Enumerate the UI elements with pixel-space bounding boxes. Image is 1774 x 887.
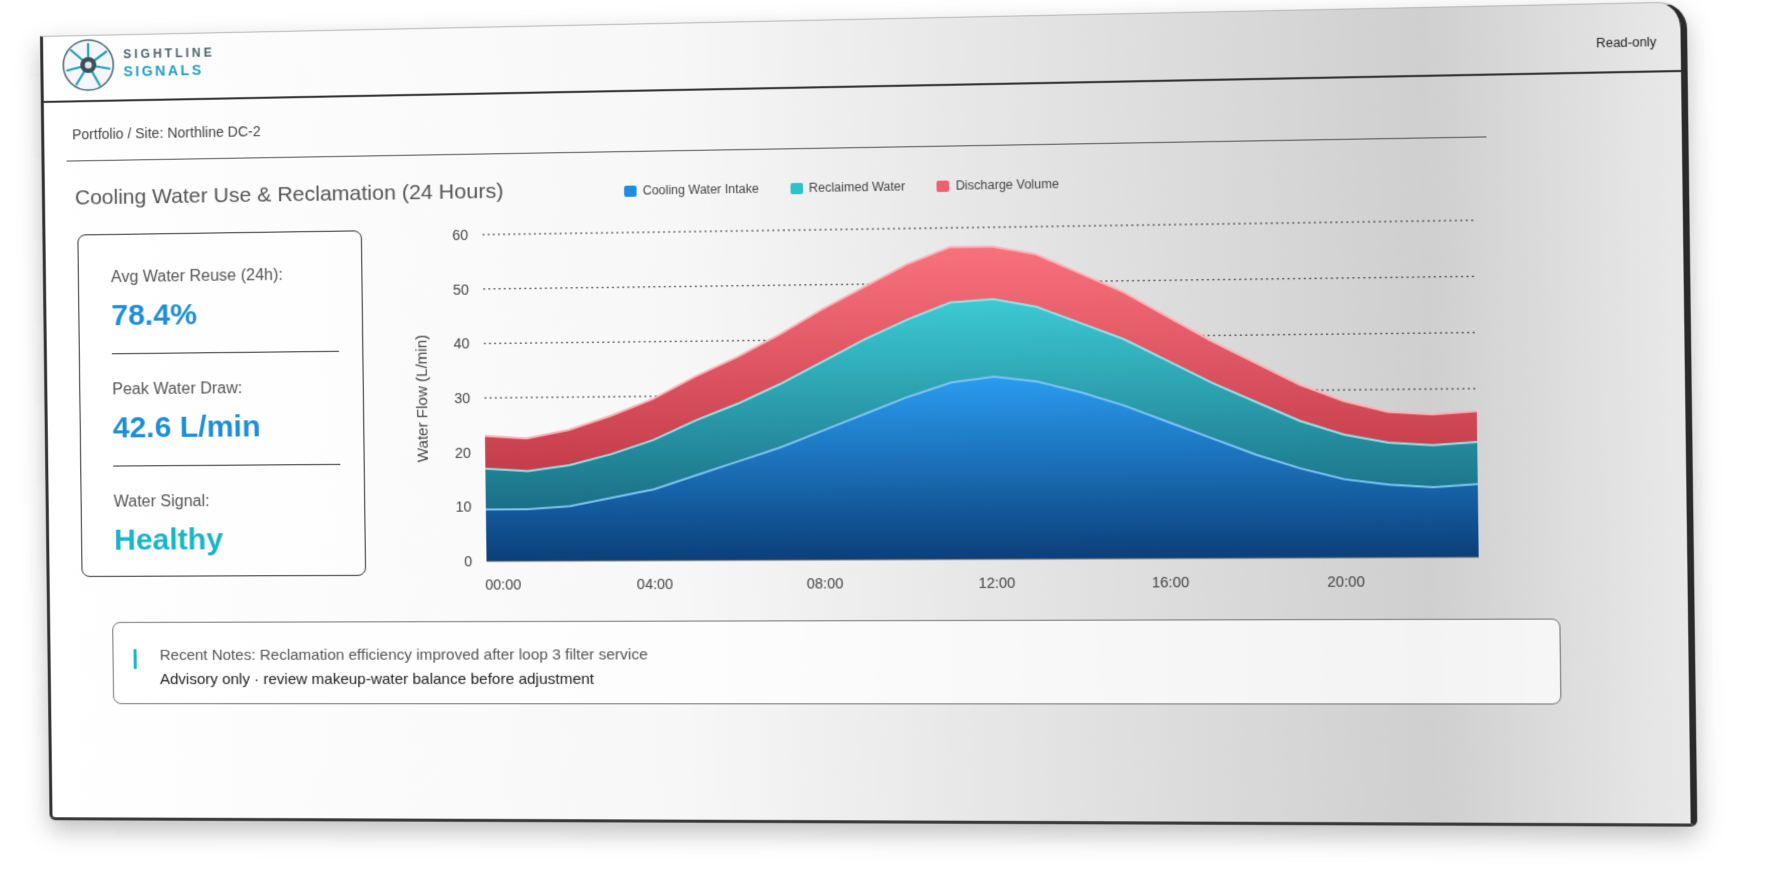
reuse-value: 78.4%	[111, 298, 197, 333]
notes-advisory: Advisory only · review makeup-water bala…	[160, 671, 594, 688]
legend-swatch-reclaimed	[790, 182, 803, 193]
legend-item-discharge[interactable]: Discharge Volume	[937, 177, 1059, 193]
y-tick-label-10: 10	[455, 499, 471, 515]
peak-label: Peak Water Draw:	[112, 380, 242, 399]
legend-label-reclaimed: Reclaimed Water	[809, 179, 905, 195]
gridline-y-60	[482, 220, 1474, 234]
legend-item-intake[interactable]: Cooling Water Intake	[624, 182, 759, 198]
peak-value: 42.6 L/min	[113, 410, 261, 445]
breadcrumb[interactable]: Portfolio / Site: Northline DC-2	[72, 123, 261, 142]
brand-name-line2: SIGNALS	[123, 62, 203, 80]
y-tick-label-40: 40	[453, 336, 469, 352]
y-tick-label-20: 20	[455, 444, 471, 460]
notes-text: Recent Notes: Reclamation efficiency imp…	[160, 646, 648, 664]
x-tick-label-1200: 12:00	[978, 574, 1016, 591]
y-tick-label-0: 0	[464, 553, 472, 569]
legend-item-reclaimed[interactable]: Reclaimed Water	[790, 179, 905, 195]
dashboard-panel: SIGHTLINE SIGNALS Read-only Portfolio / …	[40, 1, 1697, 826]
notes-panel: Recent Notes: Reclamation efficiency imp…	[112, 619, 1561, 705]
read-only-badge: Read-only	[1596, 35, 1656, 51]
reuse-label: Avg Water Reuse (24h):	[111, 267, 283, 287]
brand-name-line1: SIGHTLINE	[123, 45, 215, 61]
breadcrumb-divider	[66, 136, 1486, 161]
metric-divider-1	[112, 351, 339, 354]
x-tick-label-0000: 00:00	[485, 576, 521, 592]
logo-icon	[61, 37, 116, 92]
legend-swatch-intake	[624, 185, 637, 196]
notes-accent-bar	[134, 649, 137, 669]
y-axis-label: Water Flow (L/min)	[413, 335, 432, 463]
x-tick-label-2000: 20:00	[1327, 573, 1365, 590]
chart-legend: Cooling Water Intake Reclaimed Water Dis…	[624, 177, 1059, 198]
chart-title: Cooling Water Use & Reclamation (24 Hour…	[75, 180, 504, 211]
x-tick-label-0800: 08:00	[807, 575, 844, 592]
signal-value: Healthy	[114, 523, 223, 558]
x-tick-label-1600: 16:00	[1152, 574, 1190, 591]
metrics-card: Avg Water Reuse (24h): 78.4% Peak Water …	[77, 230, 366, 577]
metric-divider-2	[113, 464, 340, 467]
legend-label-intake: Cooling Water Intake	[643, 182, 759, 198]
y-tick-label-50: 50	[453, 281, 469, 297]
legend-swatch-discharge	[937, 180, 950, 192]
water-flow-chart: 0 10 20 30 40 50 60 Water Flow (L/min) 00:00 04:0…	[388, 205, 1501, 606]
y-tick-label-60: 60	[452, 227, 468, 243]
header: SIGHTLINE SIGNALS Read-only	[43, 3, 1681, 103]
y-tick-label-30: 30	[454, 390, 470, 406]
signal-label: Water Signal:	[114, 493, 210, 512]
legend-label-discharge: Discharge Volume	[956, 177, 1059, 193]
x-tick-label-0400: 04:00	[637, 576, 674, 592]
